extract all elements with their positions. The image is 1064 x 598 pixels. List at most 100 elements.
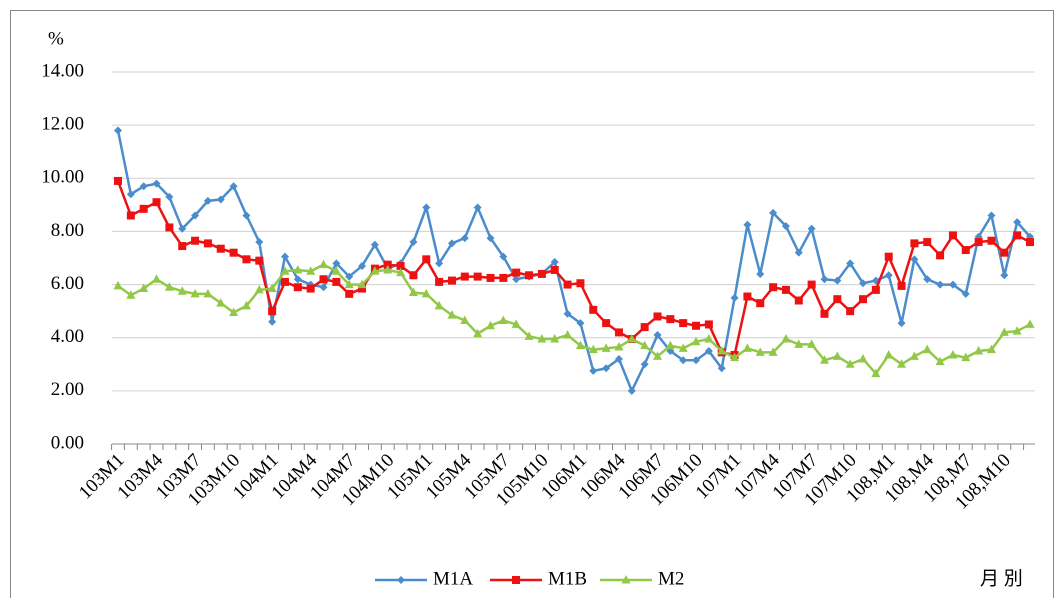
point [910, 255, 919, 264]
point [807, 224, 816, 233]
point [332, 259, 341, 268]
point [781, 285, 790, 294]
point [846, 307, 855, 316]
point [807, 280, 816, 289]
point [781, 222, 790, 231]
point [126, 190, 135, 199]
point [743, 220, 752, 229]
point [511, 319, 521, 328]
point [203, 239, 212, 248]
point [576, 319, 585, 328]
point [936, 251, 945, 260]
point [164, 282, 174, 291]
legend-label: M1B [548, 568, 587, 589]
point [177, 286, 187, 295]
point [614, 354, 623, 363]
point [974, 238, 983, 247]
point [987, 236, 996, 245]
point [769, 208, 778, 217]
point [370, 240, 379, 249]
point [191, 211, 200, 220]
point [768, 347, 778, 356]
legend-marker [512, 576, 520, 584]
point [678, 343, 688, 352]
point [190, 288, 200, 298]
point [447, 239, 456, 248]
point [858, 353, 868, 363]
point [473, 328, 483, 338]
point [422, 203, 431, 212]
point [434, 300, 444, 310]
point [563, 330, 573, 339]
point [704, 347, 713, 355]
point [679, 319, 688, 328]
point [859, 279, 868, 288]
point [499, 273, 508, 282]
point [139, 283, 149, 293]
point [1000, 271, 1009, 280]
point [563, 280, 572, 289]
point [280, 252, 289, 261]
point [781, 334, 791, 343]
point [537, 334, 547, 343]
y-tick-label: 6.00 [51, 273, 84, 294]
point [575, 340, 585, 350]
point [859, 295, 868, 304]
point [717, 364, 726, 373]
point [165, 192, 174, 201]
point [280, 277, 289, 286]
point [165, 223, 174, 232]
point [126, 211, 135, 220]
point [460, 234, 469, 243]
legend-marker [397, 576, 405, 584]
point [871, 285, 880, 294]
point [550, 265, 559, 274]
point [139, 182, 148, 191]
point [936, 280, 945, 289]
point [1025, 319, 1035, 328]
point [756, 299, 765, 308]
point [524, 331, 534, 340]
point [191, 236, 200, 245]
point [332, 277, 341, 286]
point [704, 320, 713, 329]
point [370, 266, 380, 275]
point [203, 196, 212, 205]
y-tick-label: 12.00 [41, 114, 84, 135]
point [794, 248, 803, 257]
point [589, 305, 598, 314]
y-tick-label: 8.00 [51, 220, 84, 241]
point [614, 342, 624, 351]
point [1026, 238, 1034, 247]
series-line [116, 180, 1031, 357]
point [948, 349, 958, 359]
point [229, 248, 238, 257]
point [293, 283, 302, 292]
point [319, 275, 328, 284]
point [652, 351, 662, 360]
point [999, 327, 1009, 336]
point [267, 283, 277, 293]
point [537, 269, 546, 278]
point [909, 351, 919, 360]
y-tick-label: 14.00 [41, 60, 84, 81]
point [602, 319, 611, 328]
point [268, 317, 277, 326]
point [948, 280, 957, 289]
point [846, 259, 855, 268]
point [306, 284, 315, 293]
point [1013, 231, 1022, 240]
point [383, 264, 393, 274]
point [293, 264, 303, 274]
point [216, 244, 225, 253]
point [383, 260, 392, 269]
point [820, 309, 829, 318]
point [589, 366, 598, 375]
point [498, 315, 508, 324]
point [833, 276, 842, 285]
point [460, 272, 469, 281]
point [331, 266, 341, 275]
point [242, 255, 251, 264]
point [344, 279, 354, 289]
